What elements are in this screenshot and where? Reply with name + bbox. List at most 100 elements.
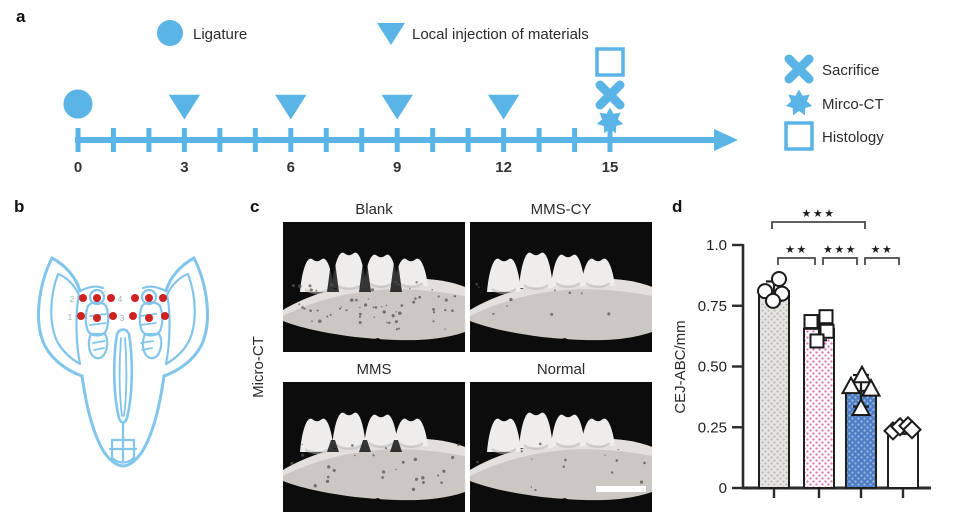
tooth-shape [332,412,366,448]
injection-site-dot [77,312,85,320]
injection-triangle-icon [487,94,520,120]
injection-triangle-icon [275,94,307,120]
legend-square-label: Histology [822,129,884,146]
tooth-shape [300,258,334,292]
histology-square-icon [784,121,814,151]
microct-star-icon [785,89,813,116]
microct-render-normal [470,382,652,512]
significance-bracket [864,257,900,265]
square-data-marker [803,314,819,330]
tooth-shape [581,418,615,446]
injection-site-dot [109,312,117,320]
tooth-shape [551,254,585,286]
timeline-day-label: 15 [602,159,619,176]
y-tick-label: 1.0 [706,237,727,254]
site-number-label: 3 [120,314,125,323]
timeline-day-label: 12 [495,159,512,176]
tooth-shape [394,418,428,446]
microct-image-blank [283,222,465,352]
injection-site-dot [93,314,101,322]
ct-title-mms: MMS [356,361,392,378]
timeline-day-label: 9 [393,159,401,176]
microct-render-mms_cy [470,222,652,352]
significance-stars: ★★ [785,244,808,256]
exposed-root-gap [327,262,339,292]
legend-ligature-label: Ligature [193,26,247,43]
exposed-root-gap [390,440,402,452]
timeline-day-label: 0 [74,159,82,176]
sacrifice-cross-icon [595,80,625,110]
exposed-root-gap [359,262,371,292]
injection-triangle-icon [377,23,405,45]
injection-site-dot [93,294,101,302]
tooth-shape [332,252,366,288]
significance-stars: ★★★ [801,208,835,220]
diamond-data-marker [902,419,922,440]
tooth-shape [519,252,553,288]
y-tick-label: 0 [719,480,727,497]
legend-star-label: Mirco-CT [822,96,884,113]
bar [803,327,835,489]
significance-bracket [777,257,816,265]
ligature-circle-icon [63,89,93,119]
timeline-panel: 0 3 6 9 12 15 Ligature Local injection of mater… [63,20,884,176]
panel-c-label: c [250,197,260,216]
injection-site-dot [145,294,153,302]
bar-chart: 1.00.750.500.250★★★★★ ★★★ ★★ [698,208,931,498]
injection-site-dot [129,312,137,320]
injection-triangle-icon [168,94,201,120]
microct-image-mms [283,382,465,512]
histology-square-icon [595,47,625,77]
triangle-data-marker [850,397,872,417]
exposed-root-gap [327,440,339,452]
panel-a-label: a [16,7,26,26]
panel-b-label: b [14,197,25,216]
injection-site-dot [145,314,153,322]
tooth-shape [581,258,615,286]
site-number-label: 2 [70,295,75,304]
y-tick-label: 0.50 [698,359,727,376]
skull-diagram: 2 4 1 3 [37,256,209,468]
sacrifice-cross-icon [784,54,814,84]
triangle-data-marker [860,378,882,397]
microct-render-blank [283,222,465,352]
scale-bar [596,486,646,492]
microct-star-icon [596,107,624,134]
tooth-shape [487,258,521,292]
panel-d-label: d [672,197,683,216]
tooth-shape [551,414,585,446]
exposed-root-gap [359,440,371,452]
microct-image-normal [470,382,652,512]
ct-title-mms-cy: MMS-CY [530,201,592,218]
timeline-day-label: 3 [180,159,188,176]
tooth-shape [394,258,428,286]
site-number-label: 4 [118,295,123,304]
injection-triangle-icon [381,94,413,120]
circle-data-marker [765,292,781,309]
ct-title-normal: Normal [536,361,586,378]
injection-site-dot [79,294,87,302]
significance-bracket [822,257,858,265]
significance-stars: ★★ [871,244,894,256]
tooth-shape [364,414,398,446]
injection-site-dot [107,294,115,302]
tooth-shape [364,254,398,286]
tooth-shape [300,418,334,452]
timeline-day-label: 6 [287,159,295,176]
injection-site-dot [159,294,167,302]
microct-image-mms-cy [470,222,652,352]
legend-cross-label: Sacrifice [822,62,880,79]
injection-site-dot [161,312,169,320]
skull-outline-sketch [37,256,209,468]
significance-bracket [771,221,866,229]
site-number-label: 1 [68,313,73,322]
tooth-shape [519,412,553,448]
square-data-marker [818,309,834,325]
legend-injection-label: Local injection of materials [412,26,589,43]
tooth-shape [487,418,521,452]
cej-abc-bar-chart: 1.00.750.500.250★★★★★ ★★★ ★★ [698,208,931,498]
microct-row-label: Micro-CT [250,336,267,398]
ligature-circle-icon [157,20,183,46]
y-tick-label: 0.75 [698,298,727,315]
triangle-data-marker [851,364,873,384]
